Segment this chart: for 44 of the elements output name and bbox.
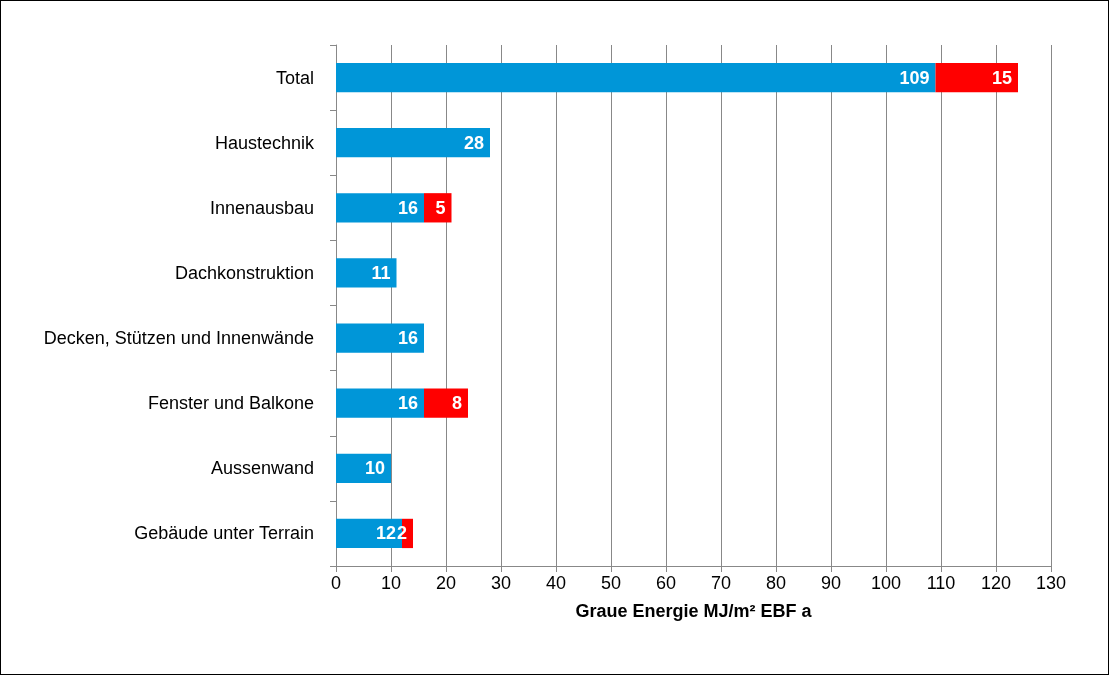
y-tick-label: Innenausbau xyxy=(209,197,314,218)
y-tick-label: Fenster und Balkone xyxy=(147,393,314,414)
x-tick-label: 100 xyxy=(870,573,902,593)
x-tick-label: 30 xyxy=(490,573,512,593)
data-label: 12 xyxy=(375,523,396,544)
x-tick-label: 90 xyxy=(820,573,842,593)
data-label: 5 xyxy=(435,197,446,218)
x-tick-label: 70 xyxy=(710,573,732,593)
bar xyxy=(336,258,397,288)
data-label: 10 xyxy=(364,458,385,479)
y-tick-label: Gebäude unter Terrain xyxy=(134,523,314,544)
data-label: 8 xyxy=(451,393,462,414)
x-tick-label: 20 xyxy=(435,573,457,593)
y-tick-label: Decken, Stützen und Innenwände xyxy=(43,328,314,349)
bar xyxy=(336,193,424,223)
bar xyxy=(424,193,452,223)
x-tick-label: 50 xyxy=(600,573,622,593)
y-tick-label: Haustechnik xyxy=(214,132,315,153)
data-label: 16 xyxy=(397,197,418,218)
bar xyxy=(336,62,936,93)
y-tick-label: Dachkonstruktion xyxy=(174,262,314,283)
data-label: 11 xyxy=(371,262,391,283)
y-tick-label: Aussenwand xyxy=(210,458,314,479)
x-tick-label: 10 xyxy=(380,573,402,593)
data-label: 109 xyxy=(899,67,930,88)
y-tick-label: Total xyxy=(275,67,314,88)
x-tick-label: 80 xyxy=(765,573,787,593)
data-label: 28 xyxy=(463,132,484,153)
data-label: 16 xyxy=(397,393,418,414)
x-tick-label: 120 xyxy=(980,573,1012,593)
x-tick-label: 110 xyxy=(926,573,956,593)
data-label: 2 xyxy=(396,523,407,544)
data-label: 15 xyxy=(991,67,1012,88)
x-tick-label: 60 xyxy=(655,573,677,593)
x-tick-label: 40 xyxy=(545,573,567,593)
data-label: 16 xyxy=(397,328,418,349)
bar xyxy=(935,62,1018,93)
bar xyxy=(336,388,424,418)
bar xyxy=(336,323,424,353)
x-tick-label: 130 xyxy=(1035,573,1067,593)
bar xyxy=(424,388,468,418)
x-tick-label: 0 xyxy=(330,573,342,593)
x-axis-title: Graue Energie MJ/m² EBF a xyxy=(575,601,813,621)
bar xyxy=(336,128,490,158)
